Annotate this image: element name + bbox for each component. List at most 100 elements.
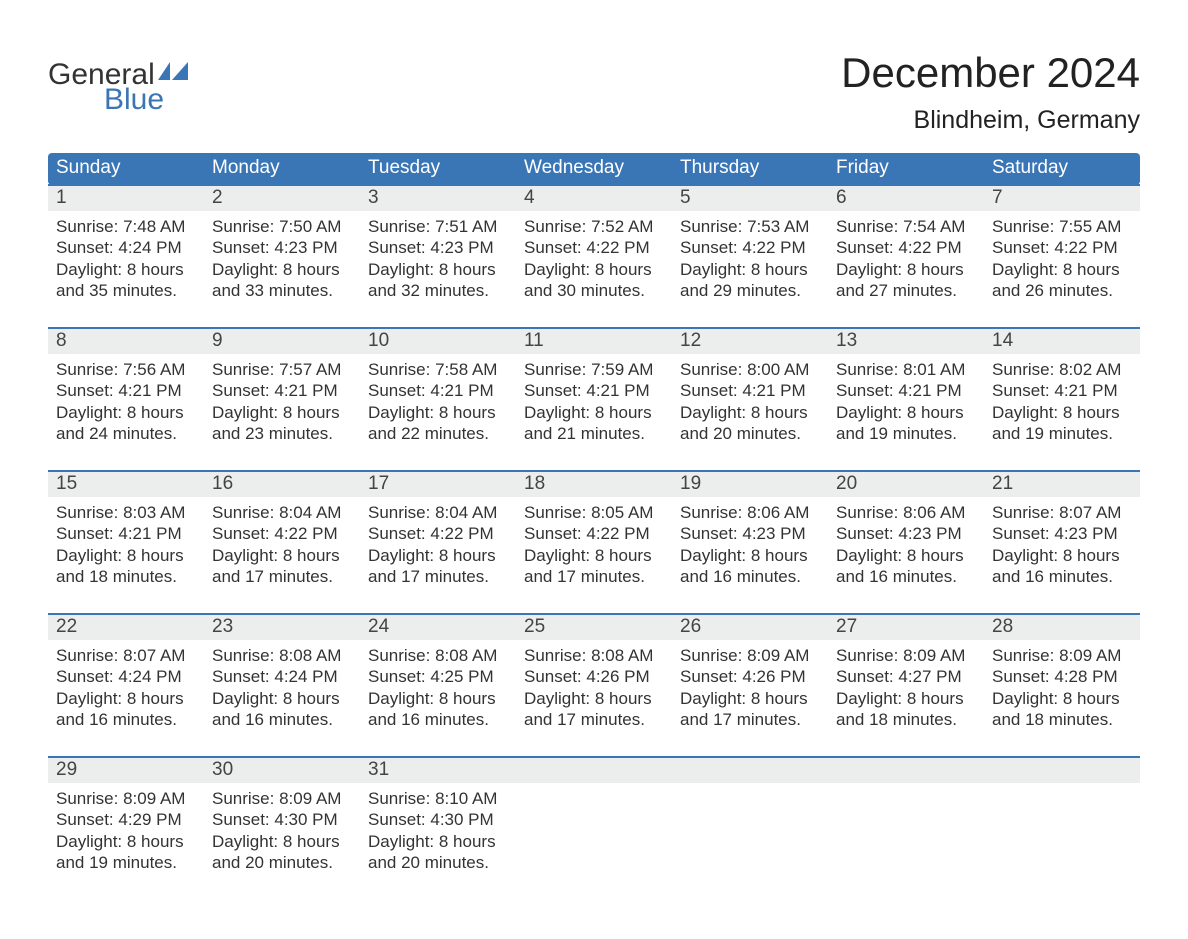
sunrise-line: Sunrise: 8:08 AM bbox=[524, 645, 664, 666]
daylight-line: Daylight: 8 hours and 17 minutes. bbox=[524, 545, 664, 588]
sunset-line: Sunset: 4:22 PM bbox=[680, 237, 820, 258]
daylight-line: Daylight: 8 hours and 16 minutes. bbox=[836, 545, 976, 588]
sunrise-line: Sunrise: 8:06 AM bbox=[836, 502, 976, 523]
day-number: 21 bbox=[984, 471, 1140, 497]
day-cell bbox=[984, 783, 1140, 899]
daylight-line: Daylight: 8 hours and 18 minutes. bbox=[836, 688, 976, 731]
week-body-row: Sunrise: 7:48 AMSunset: 4:24 PMDaylight:… bbox=[48, 211, 1140, 328]
day-number: 28 bbox=[984, 614, 1140, 640]
daylight-line: Daylight: 8 hours and 16 minutes. bbox=[992, 545, 1132, 588]
day-number: 31 bbox=[360, 757, 516, 783]
day-number: 15 bbox=[48, 471, 204, 497]
sunset-line: Sunset: 4:24 PM bbox=[56, 666, 196, 687]
sunrise-line: Sunrise: 8:07 AM bbox=[56, 645, 196, 666]
sunset-line: Sunset: 4:26 PM bbox=[524, 666, 664, 687]
sunrise-line: Sunrise: 8:05 AM bbox=[524, 502, 664, 523]
col-saturday: Saturday bbox=[984, 153, 1140, 185]
sunrise-line: Sunrise: 8:09 AM bbox=[992, 645, 1132, 666]
day-cell: Sunrise: 8:08 AMSunset: 4:26 PMDaylight:… bbox=[516, 640, 672, 757]
day-number bbox=[516, 757, 672, 783]
day-cell: Sunrise: 7:53 AMSunset: 4:22 PMDaylight:… bbox=[672, 211, 828, 328]
daylight-line: Daylight: 8 hours and 20 minutes. bbox=[212, 831, 352, 874]
sunset-line: Sunset: 4:22 PM bbox=[524, 237, 664, 258]
col-monday: Monday bbox=[204, 153, 360, 185]
daylight-line: Daylight: 8 hours and 26 minutes. bbox=[992, 259, 1132, 302]
day-cell: Sunrise: 8:00 AMSunset: 4:21 PMDaylight:… bbox=[672, 354, 828, 471]
sunset-line: Sunset: 4:23 PM bbox=[212, 237, 352, 258]
sunset-line: Sunset: 4:21 PM bbox=[368, 380, 508, 401]
day-number bbox=[984, 757, 1140, 783]
col-wednesday: Wednesday bbox=[516, 153, 672, 185]
sunrise-line: Sunrise: 8:02 AM bbox=[992, 359, 1132, 380]
day-cell: Sunrise: 7:56 AMSunset: 4:21 PMDaylight:… bbox=[48, 354, 204, 471]
day-cell: Sunrise: 7:59 AMSunset: 4:21 PMDaylight:… bbox=[516, 354, 672, 471]
daylight-line: Daylight: 8 hours and 21 minutes. bbox=[524, 402, 664, 445]
daylight-line: Daylight: 8 hours and 27 minutes. bbox=[836, 259, 976, 302]
sunrise-line: Sunrise: 7:55 AM bbox=[992, 216, 1132, 237]
day-cell: Sunrise: 7:52 AMSunset: 4:22 PMDaylight:… bbox=[516, 211, 672, 328]
day-number: 3 bbox=[360, 185, 516, 211]
day-number: 22 bbox=[48, 614, 204, 640]
sunset-line: Sunset: 4:21 PM bbox=[212, 380, 352, 401]
day-number: 27 bbox=[828, 614, 984, 640]
sunset-line: Sunset: 4:22 PM bbox=[368, 523, 508, 544]
flag-icon bbox=[158, 62, 188, 85]
daylight-line: Daylight: 8 hours and 19 minutes. bbox=[992, 402, 1132, 445]
sunset-line: Sunset: 4:23 PM bbox=[680, 523, 820, 544]
day-cell: Sunrise: 7:57 AMSunset: 4:21 PMDaylight:… bbox=[204, 354, 360, 471]
week-daynum-row: 891011121314 bbox=[48, 328, 1140, 354]
day-cell: Sunrise: 8:04 AMSunset: 4:22 PMDaylight:… bbox=[204, 497, 360, 614]
day-number: 8 bbox=[48, 328, 204, 354]
sunset-line: Sunset: 4:21 PM bbox=[524, 380, 664, 401]
daylight-line: Daylight: 8 hours and 16 minutes. bbox=[680, 545, 820, 588]
sunrise-line: Sunrise: 8:09 AM bbox=[836, 645, 976, 666]
day-cell: Sunrise: 8:06 AMSunset: 4:23 PMDaylight:… bbox=[828, 497, 984, 614]
week-daynum-row: 1234567 bbox=[48, 185, 1140, 211]
col-friday: Friday bbox=[828, 153, 984, 185]
day-number: 14 bbox=[984, 328, 1140, 354]
day-cell: Sunrise: 8:09 AMSunset: 4:26 PMDaylight:… bbox=[672, 640, 828, 757]
day-cell: Sunrise: 8:07 AMSunset: 4:23 PMDaylight:… bbox=[984, 497, 1140, 614]
week-daynum-row: 15161718192021 bbox=[48, 471, 1140, 497]
day-cell: Sunrise: 8:02 AMSunset: 4:21 PMDaylight:… bbox=[984, 354, 1140, 471]
sunset-line: Sunset: 4:24 PM bbox=[212, 666, 352, 687]
day-cell bbox=[516, 783, 672, 899]
day-cell: Sunrise: 8:09 AMSunset: 4:30 PMDaylight:… bbox=[204, 783, 360, 899]
day-number: 17 bbox=[360, 471, 516, 497]
sunset-line: Sunset: 4:21 PM bbox=[992, 380, 1132, 401]
sunset-line: Sunset: 4:21 PM bbox=[836, 380, 976, 401]
day-number: 2 bbox=[204, 185, 360, 211]
daylight-line: Daylight: 8 hours and 20 minutes. bbox=[680, 402, 820, 445]
day-cell: Sunrise: 7:51 AMSunset: 4:23 PMDaylight:… bbox=[360, 211, 516, 328]
daylight-line: Daylight: 8 hours and 18 minutes. bbox=[992, 688, 1132, 731]
daylight-line: Daylight: 8 hours and 20 minutes. bbox=[368, 831, 508, 874]
day-header-row: Sunday Monday Tuesday Wednesday Thursday… bbox=[48, 153, 1140, 185]
sunset-line: Sunset: 4:27 PM bbox=[836, 666, 976, 687]
day-cell bbox=[672, 783, 828, 899]
sunrise-line: Sunrise: 8:10 AM bbox=[368, 788, 508, 809]
sunset-line: Sunset: 4:23 PM bbox=[992, 523, 1132, 544]
day-number: 11 bbox=[516, 328, 672, 354]
day-number: 23 bbox=[204, 614, 360, 640]
sunrise-line: Sunrise: 8:07 AM bbox=[992, 502, 1132, 523]
day-cell: Sunrise: 8:03 AMSunset: 4:21 PMDaylight:… bbox=[48, 497, 204, 614]
day-number: 12 bbox=[672, 328, 828, 354]
daylight-line: Daylight: 8 hours and 17 minutes. bbox=[212, 545, 352, 588]
sunrise-line: Sunrise: 7:54 AM bbox=[836, 216, 976, 237]
daylight-line: Daylight: 8 hours and 18 minutes. bbox=[56, 545, 196, 588]
day-number: 13 bbox=[828, 328, 984, 354]
day-number: 30 bbox=[204, 757, 360, 783]
day-number: 24 bbox=[360, 614, 516, 640]
daylight-line: Daylight: 8 hours and 17 minutes. bbox=[524, 688, 664, 731]
sunset-line: Sunset: 4:29 PM bbox=[56, 809, 196, 830]
sunrise-line: Sunrise: 7:58 AM bbox=[368, 359, 508, 380]
page: General Blue December 2024 Blindheim, Ge… bbox=[0, 0, 1188, 939]
sunset-line: Sunset: 4:30 PM bbox=[368, 809, 508, 830]
day-number: 16 bbox=[204, 471, 360, 497]
week-daynum-row: 22232425262728 bbox=[48, 614, 1140, 640]
day-number: 4 bbox=[516, 185, 672, 211]
day-cell: Sunrise: 8:04 AMSunset: 4:22 PMDaylight:… bbox=[360, 497, 516, 614]
col-tuesday: Tuesday bbox=[360, 153, 516, 185]
daylight-line: Daylight: 8 hours and 32 minutes. bbox=[368, 259, 508, 302]
sunrise-line: Sunrise: 7:59 AM bbox=[524, 359, 664, 380]
